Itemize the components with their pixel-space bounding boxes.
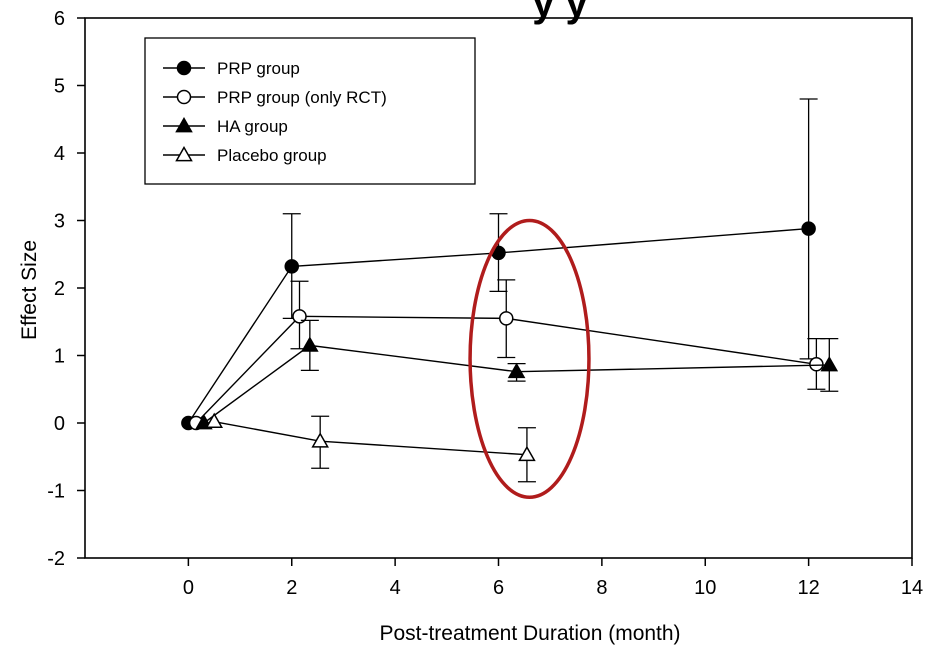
highlight-ellipse (468, 218, 591, 499)
x-tick-label: 10 (694, 577, 716, 599)
legend-marker (176, 60, 192, 76)
data-point (311, 432, 329, 448)
data-point (809, 357, 824, 372)
data-point (292, 309, 307, 324)
legend-label: Placebo group (217, 146, 327, 165)
legend-box (144, 37, 476, 185)
y-tick-label: -2 (47, 548, 65, 570)
y-tick-label: 2 (54, 278, 65, 300)
legend-item: Placebo group (163, 145, 327, 165)
x-tick-label: 12 (798, 577, 820, 599)
legend-label: PRP group (217, 59, 300, 78)
y-tick-label: 4 (54, 143, 65, 165)
data-point (518, 445, 536, 462)
y-axis-title: Effect Size (18, 240, 41, 340)
legend-marker (175, 145, 193, 162)
data-point (507, 362, 526, 379)
x-tick-label: 0 (183, 577, 194, 599)
legend: PRP group PRP group (only RCT) HA group Pla… (144, 37, 476, 185)
x-tick-label: 4 (390, 577, 401, 599)
series-1 (188, 279, 826, 431)
chart-title: y y (532, 0, 588, 25)
y-tick-label: 1 (54, 346, 65, 368)
legend-item: PRP group (163, 59, 300, 78)
x-tick-label: 14 (901, 577, 923, 599)
x-tick-label: 8 (596, 577, 607, 599)
series-3 (205, 412, 536, 483)
series-2 (195, 319, 839, 430)
series-line (195, 315, 817, 424)
legend-label: PRP group (only RCT) (217, 88, 387, 107)
series-line (203, 344, 830, 424)
legend-marker (175, 116, 193, 133)
y-tick-label: 0 (54, 413, 65, 435)
y-tick-label: -1 (47, 481, 65, 503)
series-0 (181, 98, 818, 431)
data-point (284, 259, 299, 274)
x-tick-label: 6 (493, 577, 504, 599)
legend-label: HA group (217, 117, 288, 136)
data-point (301, 336, 319, 352)
legend-item: PRP group (only RCT) (163, 88, 387, 107)
x-tick-label: 2 (286, 577, 297, 599)
legend-item: HA group (163, 116, 288, 136)
y-tick-label: 6 (54, 8, 65, 30)
series-line (187, 227, 809, 424)
y-tick-label: 3 (54, 211, 65, 233)
y-tick-label: 5 (54, 76, 65, 98)
legend-marker (176, 89, 192, 105)
data-point (205, 412, 224, 429)
data-point (801, 221, 816, 236)
x-axis-title: Post-treatment Duration (month) (379, 622, 680, 645)
data-point (499, 311, 514, 326)
data-point (820, 355, 839, 372)
